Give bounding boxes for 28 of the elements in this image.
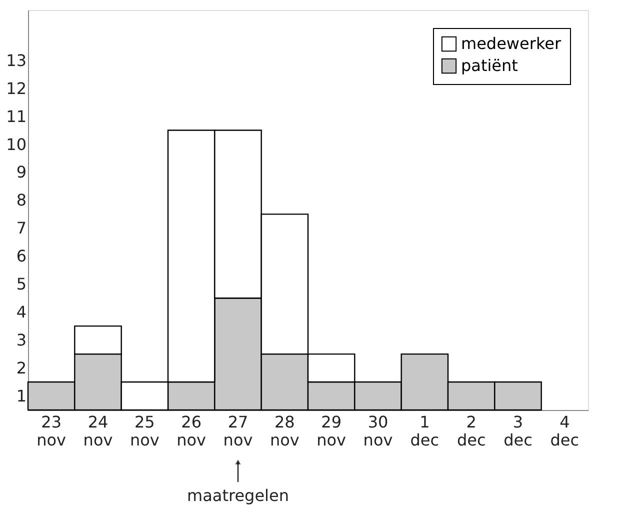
annotation: maatregelen bbox=[187, 486, 289, 505]
y-tick-label: 8 bbox=[16, 190, 26, 210]
legend-label: medewerker bbox=[461, 34, 562, 53]
x-tick-label: 23 nov bbox=[36, 412, 66, 450]
x-tick-label: 3 dec bbox=[504, 412, 532, 450]
y-tick-label: 9 bbox=[16, 162, 26, 182]
x-tick-label: 2 dec bbox=[456, 412, 486, 450]
legend-label: patiënt bbox=[461, 56, 518, 75]
x-tick-label: 24 nov bbox=[83, 412, 113, 450]
x-tick-label: 4 dec bbox=[550, 412, 580, 450]
y-tick-label: 7 bbox=[16, 218, 26, 238]
y-tick-label: 12 bbox=[6, 78, 26, 98]
y-tick-label: 1 bbox=[16, 386, 26, 406]
y-tick-label: 6 bbox=[16, 246, 26, 266]
y-tick-label: 4 bbox=[16, 302, 26, 322]
y-tick-label: 3 bbox=[16, 330, 26, 350]
x-tick-label: 29 nov bbox=[316, 412, 346, 450]
y-tick-label: 10 bbox=[6, 134, 26, 154]
y-tick-label: 13 bbox=[6, 50, 26, 70]
x-tick-label: 28 nov bbox=[270, 412, 300, 450]
y-tick-label: 5 bbox=[16, 274, 26, 294]
x-tick-label: 30 nov bbox=[363, 412, 393, 450]
x-tick-label: 1 dec bbox=[410, 412, 440, 450]
y-tick-label: 11 bbox=[6, 106, 26, 126]
x-tick-label: 25 nov bbox=[130, 412, 160, 450]
x-tick-label: 27 nov bbox=[223, 412, 253, 450]
x-tick-label: 26 nov bbox=[176, 412, 206, 450]
y-tick-label: 2 bbox=[16, 358, 26, 378]
